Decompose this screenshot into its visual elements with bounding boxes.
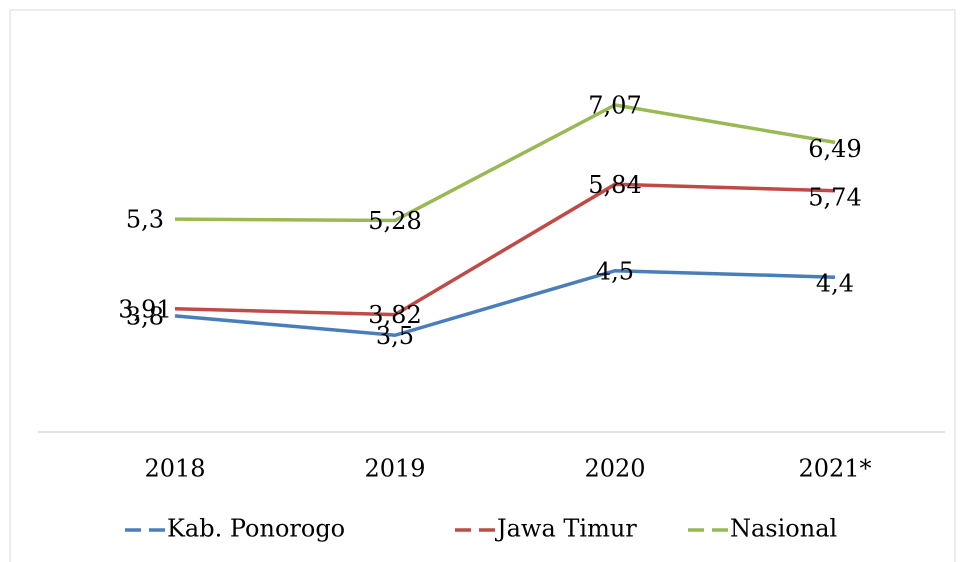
legend-label: Kab. Ponorogo	[167, 515, 345, 543]
series-line	[174, 268, 836, 338]
data-label: 7,07	[588, 91, 641, 119]
x-tick-label: 2018	[144, 455, 205, 483]
x-tick-label: 2021*	[798, 455, 871, 483]
series-line	[174, 182, 836, 317]
data-label: 6,49	[808, 135, 861, 163]
data-label: 3,91	[118, 295, 171, 323]
data-label: 5,84	[588, 171, 641, 199]
data-label: 5,3	[126, 206, 164, 234]
legend-label: Jawa Timur	[494, 515, 637, 543]
data-label: 4,4	[816, 270, 854, 298]
x-tick-label: 2019	[364, 455, 425, 483]
data-label: 3,5	[376, 322, 414, 350]
data-label: 5,28	[368, 207, 421, 235]
series-line	[174, 103, 836, 223]
legend-label: Nasional	[730, 515, 837, 543]
data-label: 3,8	[126, 302, 164, 330]
data-label: 5,74	[808, 183, 861, 211]
data-label: 4,5	[596, 257, 634, 285]
x-tick-label: 2020	[584, 455, 645, 483]
data-label: 3,82	[368, 301, 421, 329]
